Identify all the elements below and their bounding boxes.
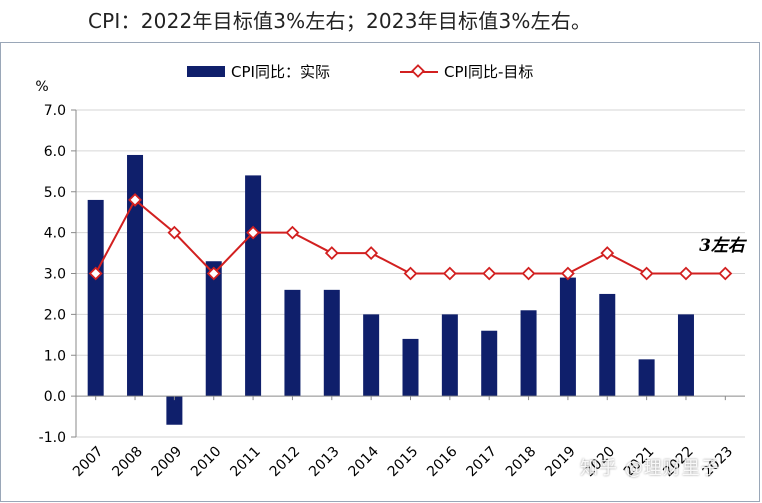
target-point-2007 [88,266,103,281]
x-tick-label: 2013 [306,444,343,481]
target-point-2008 [128,192,142,207]
y-tick-label: 7.0 [44,103,66,119]
target-point-2015 [403,266,418,281]
legend-bar-swatch [187,66,225,77]
bar-2008 [127,154,144,397]
target-point-2021 [639,266,654,281]
x-tick-label: 2019 [542,444,579,481]
x-tick-label: 2015 [385,444,422,481]
bar-2017 [481,330,498,397]
y-axis-unit-label: % [35,79,48,95]
target-point-2022 [679,266,693,281]
target-point-2014 [364,246,379,260]
target-point-2017 [482,266,497,281]
grid-layer [76,109,745,438]
y-tick-label: -1.0 [39,430,66,446]
y-tick-label: 1.0 [44,348,66,364]
y-axis: % -1.0 0.0 1.0 2.0 3.0 4.0 5.0 6.0 7.0 [35,79,77,446]
bar-2020 [599,293,616,397]
x-tick-label: 2014 [345,443,382,480]
page-title: CPI：2022年目标值3%左右；2023年目标值3%左右。 [88,9,592,33]
legend-bar-label: CPI同比：实际 [231,63,330,81]
legend-line-marker [411,64,425,78]
x-tick-label: 2017 [464,444,501,481]
target-point-2011 [246,225,261,240]
legend-line-label: CPI同比-目标 [444,63,533,81]
bar-2009 [166,396,183,425]
x-tick-label: 2010 [188,444,225,481]
target-line [94,198,726,275]
bar-2013 [323,289,340,397]
bar-2022 [677,314,694,397]
y-tick-label: 2.0 [44,307,66,323]
y-tick-label: 6.0 [44,144,66,160]
bar-2015 [402,338,419,397]
bar-2014 [363,314,380,397]
x-tick-label: 2016 [424,443,461,480]
target-point-2012 [285,225,300,240]
y-tick-label: 5.0 [44,185,66,201]
chart-annotation: 3左右 [699,236,748,256]
target-point-2018 [521,266,536,281]
bar-2007 [87,199,104,397]
x-tick-label: 2007 [70,444,107,481]
x-tick-label: 2018 [503,444,540,481]
x-tick-label: 2009 [149,444,186,481]
bar-2019 [559,277,576,397]
target-point-2020 [600,246,615,260]
watermark: 知乎 @理财里子 [580,458,720,479]
line-layer [88,192,733,281]
target-point-2009 [167,225,182,240]
y-tick-label: 3.0 [44,267,66,283]
bar-2021 [638,359,655,397]
legend: CPI同比：实际 CPI同比-目标 [187,63,533,81]
target-point-2010 [206,266,221,281]
y-tick-label: 4.0 [44,226,66,242]
x-tick-label: 2012 [267,444,304,481]
y-tick-label: 0.0 [44,389,66,405]
target-point-2023 [718,266,733,281]
x-tick-label: 2011 [227,444,264,481]
x-tick-label: 2008 [109,444,146,481]
target-point-2016 [442,266,457,281]
bar-2010 [205,261,222,397]
bar-2011 [245,175,262,397]
bar-2016 [441,314,458,397]
bar-2012 [284,289,301,397]
chart-frame [0,42,760,502]
bar-2018 [520,310,537,397]
target-point-2019 [560,266,575,281]
bars-layer [87,154,694,425]
target-point-2013 [324,246,339,260]
